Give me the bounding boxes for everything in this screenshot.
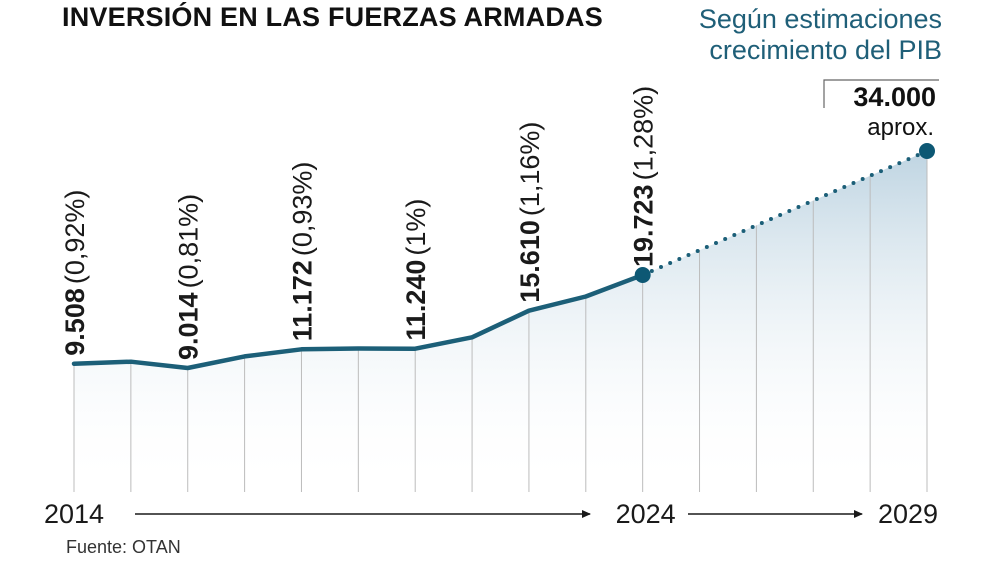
x-tick-label-2029: 2029 — [878, 499, 938, 529]
data-label-value-2022: 15.610 — [515, 220, 545, 303]
projection-note: aprox. — [867, 114, 934, 141]
data-label-pct-2014: (0,92%) — [60, 190, 90, 285]
projection-value-box — [823, 79, 939, 108]
projection-value-label: 34.000 — [853, 82, 936, 112]
data-label-value-2024: 19.723 — [629, 184, 659, 267]
data-label-pct-2022: (1,16%) — [515, 122, 545, 217]
series-line-projection — [640, 149, 929, 277]
data-label-pct-2020: (1%) — [401, 199, 431, 256]
area-fill-path — [74, 151, 927, 492]
data-label-2022: 15.610(1,16%) — [515, 122, 545, 303]
data-label-pct-2016: (0,81%) — [174, 194, 204, 289]
data-label-pct-2024: (1,28%) — [629, 86, 659, 181]
area-fill — [74, 151, 927, 492]
x-tick-label-2014: 2014 — [44, 499, 104, 529]
x-tick-label-2024: 2024 — [616, 499, 676, 529]
data-label-2016: 9.014(0,81%) — [174, 194, 204, 360]
source-note: Fuente: OTAN — [66, 537, 181, 557]
data-labels: 9.508(0,92%)9.014(0,81%)11.172(0,93%)11.… — [60, 86, 659, 360]
data-label-pct-2018: (0,93%) — [287, 162, 317, 257]
series-lines — [71, 143, 935, 371]
data-label-2024: 19.723(1,28%) — [629, 86, 659, 267]
data-label-2014: 9.508(0,92%) — [60, 190, 90, 356]
chart-title: INVERSIÓN EN LAS FUERZAS ARMADAS — [62, 2, 603, 32]
data-label-2020: 11.240 (1%) — [401, 199, 431, 341]
series-line-actual — [71, 272, 645, 371]
point-2024 — [634, 266, 651, 283]
data-label-value-2020: 11.240 — [401, 260, 431, 341]
x-axis: 2014 2024 2029 — [44, 499, 938, 529]
data-label-value-2018: 11.172 — [287, 260, 317, 341]
data-label-value-2016: 9.014 — [174, 292, 204, 360]
vertical-gridlines — [73, 151, 928, 492]
chart-subtitle: Según estimaciones crecimiento del PIB — [698, 4, 942, 65]
data-label-2018: 11.172(0,93%) — [287, 162, 317, 342]
point-2029 — [919, 143, 935, 159]
data-label-value-2014: 9.508 — [60, 288, 90, 356]
